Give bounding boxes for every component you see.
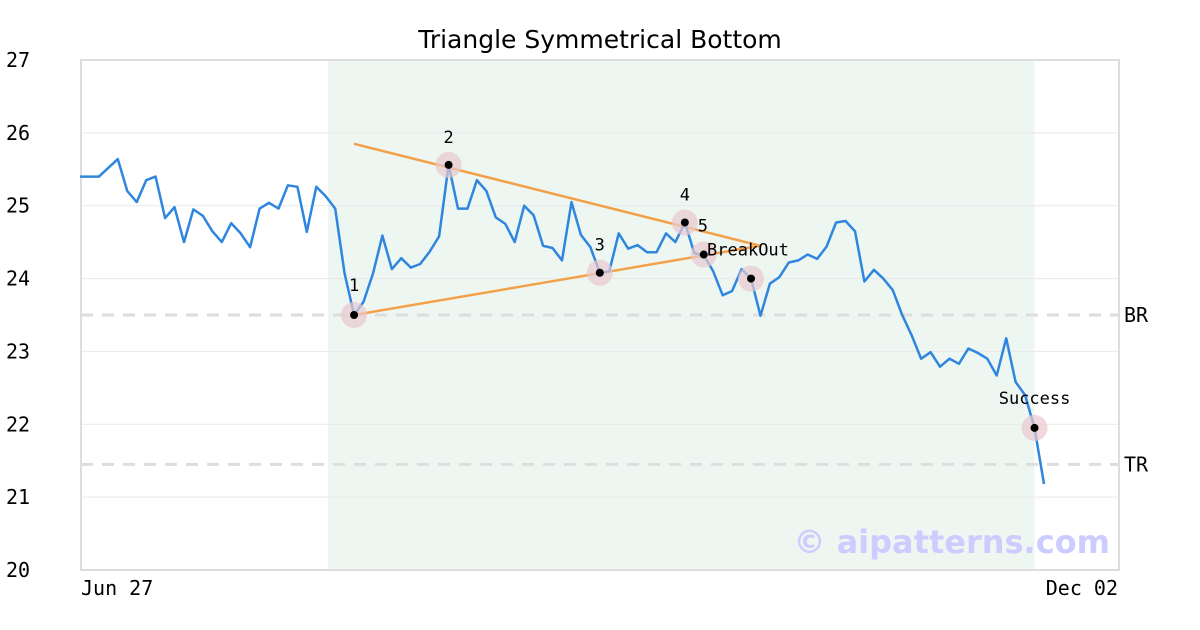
marker-dot: [444, 160, 453, 169]
marker-dot: [1030, 423, 1039, 432]
y-tick-label: 24: [6, 267, 30, 291]
x-axis-ticks: Jun 27 Dec 02: [81, 576, 1118, 600]
x-tick-label: Jun 27: [81, 576, 153, 600]
y-tick-label: 20: [6, 558, 30, 582]
y-tick-label: 27: [6, 48, 30, 72]
pattern-markers: 1 2 3 45 BreakOut Success: [341, 128, 1070, 441]
pattern-point-label: 2: [443, 128, 453, 148]
y-tick-label: 26: [6, 121, 30, 145]
y-tick-label: 22: [6, 412, 30, 436]
pattern-point-label: Success: [999, 389, 1071, 409]
pattern-point-label: 3: [595, 236, 605, 256]
y-tick-label: 25: [6, 194, 30, 218]
y-axis-ticks: 20 21 22 23 24 25 26 27: [6, 48, 30, 582]
price-line: [80, 157, 1046, 485]
reference-label: TR: [1124, 452, 1149, 476]
y-tick-label: 23: [6, 339, 30, 363]
pattern-point-label: 1: [349, 276, 359, 296]
pattern-point-label: 4: [680, 185, 690, 205]
pattern-point-label: BreakOut: [707, 241, 789, 261]
marker-dot: [680, 218, 689, 227]
chart-title: Triangle Symmetrical Bottom: [417, 25, 782, 54]
marker-dot: [747, 274, 756, 283]
marker-dot: [595, 268, 604, 277]
y-tick-label: 21: [6, 485, 30, 509]
marker-dot: [350, 311, 359, 319]
reference-label: BR: [1124, 303, 1149, 327]
reference-lines: BR TR: [81, 303, 1149, 476]
price-series: [80, 157, 1046, 485]
x-tick-label: Dec 02: [1046, 576, 1118, 600]
watermark: © aipatterns.com: [793, 523, 1110, 561]
pattern-point-label: 5: [698, 217, 708, 237]
marker-dot: [699, 250, 708, 259]
